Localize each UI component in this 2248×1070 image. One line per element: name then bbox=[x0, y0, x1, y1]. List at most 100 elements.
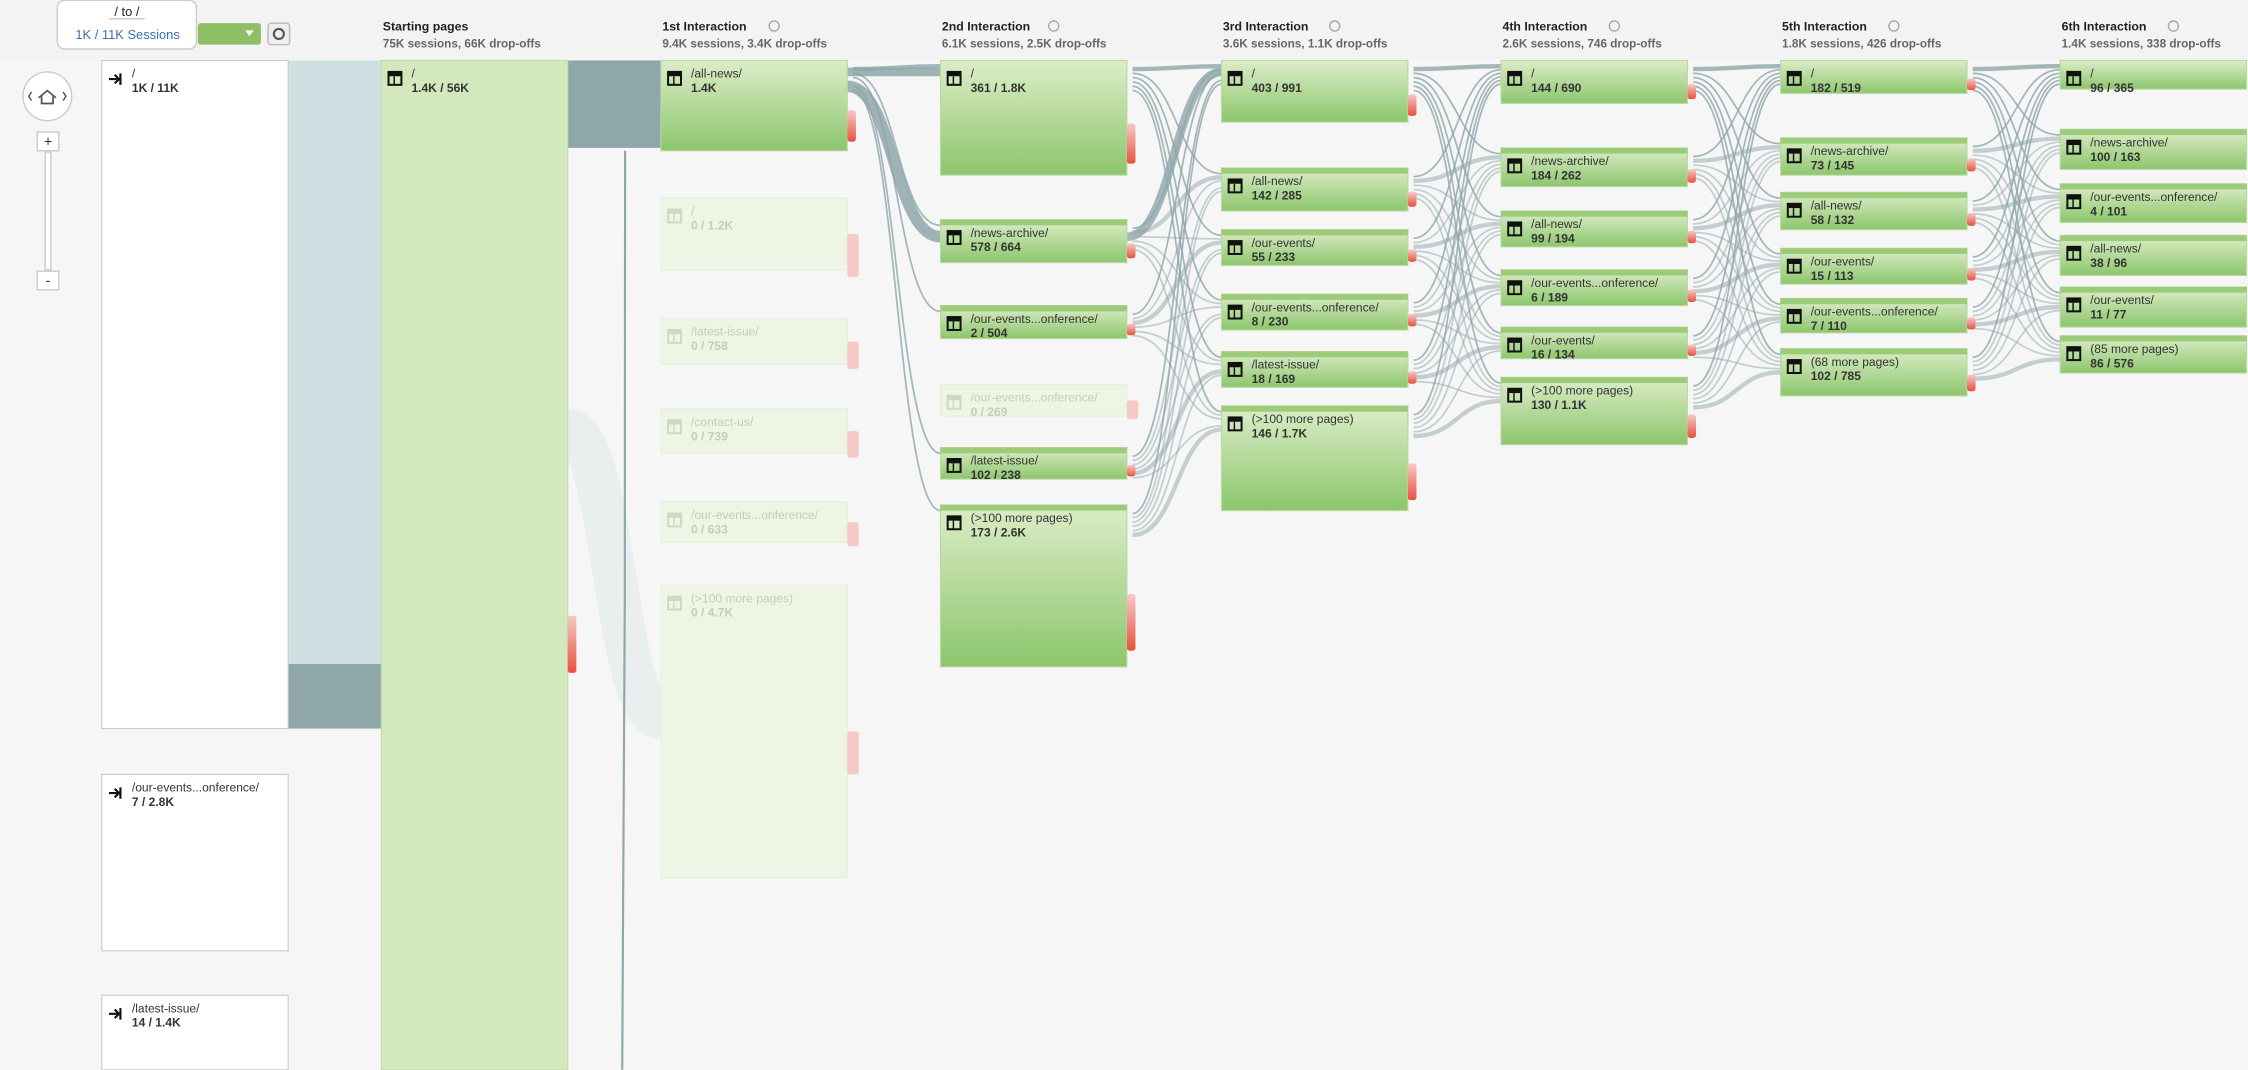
zoom-out[interactable] bbox=[36, 270, 60, 291]
node[interactable]: /latest-issue/102 / 238 bbox=[939, 446, 1136, 483]
node-value: 146 / 1.7K bbox=[1252, 427, 1308, 441]
remove-step bbox=[1048, 20, 1060, 32]
flow-link bbox=[1132, 79, 1222, 458]
node-top-bar bbox=[1780, 192, 1967, 199]
flow-link bbox=[846, 80, 942, 243]
node-top-bar bbox=[940, 447, 1127, 454]
node-box bbox=[1780, 59, 1968, 95]
node[interactable]: /news-archive/184 / 262 bbox=[1500, 147, 1697, 188]
entrance-icon bbox=[108, 787, 122, 799]
node-box bbox=[1500, 59, 1689, 105]
node[interactable]: /our-events...onference/7 / 2.8K bbox=[101, 773, 289, 952]
pan-control[interactable] bbox=[22, 71, 73, 122]
node[interactable]: (>100 more pages)0 / 4.7K bbox=[660, 584, 859, 879]
node[interactable]: /our-events...onference/7 / 110 bbox=[1780, 297, 1976, 334]
node[interactable]: /all-news/99 / 194 bbox=[1500, 210, 1697, 248]
node[interactable]: (>100 more pages)146 / 1.7K bbox=[1220, 405, 1417, 512]
zoom-in[interactable] bbox=[36, 131, 60, 152]
node[interactable]: /our-events...onference/6 / 189 bbox=[1500, 269, 1697, 307]
node[interactable]: (85 more pages)86 / 576 bbox=[2059, 335, 2248, 374]
zoom-slider[interactable] bbox=[44, 151, 52, 271]
node-top-bar bbox=[2060, 235, 2247, 242]
node[interactable]: /403 / 991 bbox=[1220, 59, 1417, 123]
node[interactable]: /182 / 519 bbox=[1780, 59, 1976, 95]
node-value: 2 / 504 bbox=[971, 326, 1008, 340]
node[interactable]: /our-events/55 / 233 bbox=[1220, 229, 1417, 267]
node[interactable]: /1.4K / 56K bbox=[380, 59, 577, 1070]
start-flow bbox=[567, 60, 661, 148]
node-label: / bbox=[1531, 67, 1535, 81]
flow-link bbox=[1132, 334, 1222, 420]
dropdown-arrow bbox=[245, 30, 254, 37]
node[interactable]: (>100 more pages)173 / 2.6K bbox=[939, 504, 1136, 668]
node-box bbox=[1500, 269, 1689, 307]
node[interactable]: /our-events/11 / 77 bbox=[2059, 286, 2248, 328]
node-box bbox=[1500, 210, 1689, 248]
node-value: 1K / 11K bbox=[132, 81, 179, 95]
node-label: (85 more pages) bbox=[2090, 342, 2178, 356]
node[interactable]: /our-events...onference/8 / 230 bbox=[1220, 293, 1417, 331]
node[interactable]: /our-events/16 / 134 bbox=[1500, 326, 1697, 362]
node-box bbox=[1220, 229, 1409, 267]
flow-link bbox=[1972, 144, 2061, 263]
node[interactable]: /news-archive/73 / 145 bbox=[1780, 137, 1976, 176]
node[interactable]: /our-events...onference/4 / 101 bbox=[2059, 183, 2248, 224]
node-value: 18 / 169 bbox=[1252, 372, 1296, 386]
node-box bbox=[1780, 191, 1968, 231]
flow-link bbox=[1693, 177, 1781, 359]
flow-link bbox=[1413, 81, 1502, 277]
node[interactable]: /latest-issue/0 / 758 bbox=[660, 317, 859, 369]
drop-off bbox=[1967, 212, 1976, 226]
node-value: 403 / 991 bbox=[1252, 81, 1302, 95]
node[interactable]: /news-archive/578 / 664 bbox=[939, 219, 1136, 264]
drop-off bbox=[1967, 158, 1976, 172]
node[interactable]: /all-news/58 / 132 bbox=[1780, 191, 1976, 231]
flow-link bbox=[1132, 316, 1222, 528]
zoom-out-label: - bbox=[46, 274, 51, 290]
node-box bbox=[2059, 234, 2248, 277]
node[interactable]: /latest-issue/18 / 169 bbox=[1220, 350, 1417, 388]
nodes: /1K / 11K/our-events...onference/7 / 2.8… bbox=[101, 19, 2248, 1070]
flow-link bbox=[1693, 72, 1781, 145]
drop-off bbox=[1126, 593, 1136, 651]
node[interactable]: /96 / 365 bbox=[2059, 59, 2248, 95]
node-value: 7 / 2.8K bbox=[132, 795, 174, 809]
node-value: 14 / 1.4K bbox=[132, 1016, 181, 1030]
node[interactable]: /our-events...onference/0 / 633 bbox=[660, 501, 859, 547]
node[interactable]: (68 more pages)102 / 785 bbox=[1780, 348, 1976, 397]
node[interactable]: /0 / 1.2K bbox=[660, 197, 859, 277]
node-top-bar bbox=[2060, 335, 2247, 342]
page-icon-bar bbox=[1508, 388, 1522, 394]
flow-link bbox=[1132, 330, 1222, 366]
node[interactable]: /all-news/1.4K bbox=[660, 59, 856, 152]
node[interactable]: /our-events...onference/2 / 504 bbox=[939, 305, 1136, 341]
node-top-bar bbox=[1501, 147, 1688, 154]
node-box bbox=[1220, 350, 1409, 388]
node[interactable]: /latest-issue/14 / 1.4K bbox=[101, 994, 289, 1070]
drop-off bbox=[1687, 84, 1697, 100]
node-top-bar bbox=[2060, 286, 2247, 293]
node[interactable]: /all-news/38 / 96 bbox=[2059, 234, 2248, 277]
node[interactable]: /contact-us/0 / 739 bbox=[660, 408, 859, 458]
node-box bbox=[101, 773, 289, 952]
flow-link bbox=[1972, 79, 2061, 308]
flow-link bbox=[852, 76, 941, 313]
node[interactable]: /news-archive/100 / 163 bbox=[2059, 128, 2248, 170]
node[interactable]: /our-events/15 / 113 bbox=[1780, 247, 1976, 285]
node-label: /our-events/ bbox=[1811, 254, 1875, 268]
node[interactable]: /all-news/142 / 285 bbox=[1220, 167, 1417, 212]
node[interactable]: /our-events...onference/0 / 269 bbox=[939, 383, 1139, 420]
node-label: /our-events...onference/ bbox=[1531, 276, 1659, 290]
node-box bbox=[2059, 128, 2248, 170]
gear-icon bbox=[272, 27, 285, 41]
segment-dropdown[interactable] bbox=[197, 23, 261, 45]
node[interactable]: /1K / 11K bbox=[101, 59, 289, 730]
flow-link bbox=[1972, 72, 2061, 202]
node[interactable]: /144 / 690 bbox=[1500, 59, 1697, 105]
node-top-bar bbox=[1780, 298, 1967, 305]
node[interactable]: (>100 more pages)130 / 1.1K bbox=[1500, 376, 1697, 446]
node-top-bar bbox=[2060, 129, 2247, 136]
drop-off bbox=[847, 341, 859, 369]
settings-button[interactable] bbox=[267, 22, 291, 46]
node[interactable]: /361 / 1.8K bbox=[939, 59, 1136, 176]
